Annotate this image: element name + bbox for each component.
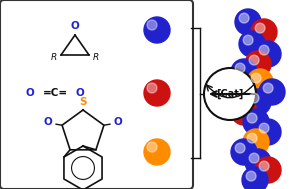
Circle shape — [235, 63, 245, 73]
Circle shape — [231, 99, 257, 125]
Circle shape — [235, 9, 261, 35]
Circle shape — [243, 109, 269, 135]
Circle shape — [247, 69, 273, 95]
Circle shape — [259, 123, 269, 133]
Text: [Cat]: [Cat] — [216, 89, 244, 99]
Circle shape — [259, 79, 285, 105]
Circle shape — [245, 51, 271, 77]
Text: O: O — [26, 88, 34, 98]
Circle shape — [246, 171, 256, 181]
Text: =C=: =C= — [42, 88, 67, 98]
Circle shape — [235, 103, 245, 113]
Circle shape — [249, 55, 259, 65]
Text: R: R — [93, 53, 99, 63]
Circle shape — [249, 93, 259, 103]
Circle shape — [144, 139, 170, 165]
Circle shape — [255, 41, 281, 67]
Circle shape — [245, 89, 271, 115]
Circle shape — [251, 73, 261, 83]
Circle shape — [147, 83, 157, 93]
Circle shape — [255, 119, 281, 145]
Circle shape — [255, 23, 265, 33]
Text: O: O — [44, 117, 52, 127]
Circle shape — [147, 20, 157, 30]
Circle shape — [259, 45, 269, 55]
Text: O: O — [114, 117, 122, 127]
Circle shape — [144, 17, 170, 43]
Circle shape — [263, 83, 273, 93]
Circle shape — [251, 19, 277, 45]
Circle shape — [204, 68, 256, 120]
Circle shape — [231, 59, 257, 85]
Circle shape — [235, 143, 245, 153]
Circle shape — [245, 149, 271, 175]
Circle shape — [255, 157, 281, 183]
FancyBboxPatch shape — [0, 0, 193, 189]
Circle shape — [144, 80, 170, 106]
Circle shape — [249, 153, 259, 163]
Circle shape — [247, 133, 257, 143]
Text: R: R — [51, 53, 57, 63]
Circle shape — [147, 142, 157, 152]
Circle shape — [259, 161, 269, 171]
Circle shape — [242, 167, 268, 189]
Circle shape — [243, 35, 253, 45]
Text: S: S — [79, 97, 87, 107]
Circle shape — [239, 13, 249, 23]
Circle shape — [239, 31, 265, 57]
Circle shape — [231, 139, 257, 165]
Text: O: O — [75, 88, 84, 98]
Circle shape — [243, 129, 269, 155]
Text: O: O — [71, 21, 79, 31]
Circle shape — [247, 113, 257, 123]
